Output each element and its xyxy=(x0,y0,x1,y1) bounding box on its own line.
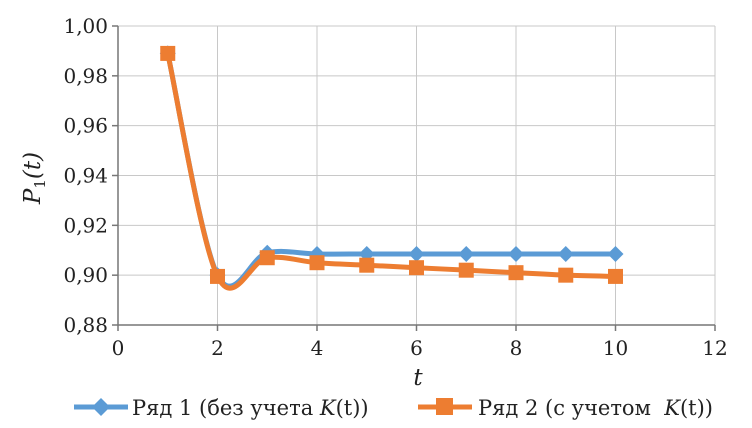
y-axis-label: P1(t) xyxy=(20,152,49,205)
legend: Ряд 1 (без учета K(t)) Ряд 2 (с учетом K… xyxy=(74,396,713,420)
series-2-point xyxy=(458,262,474,278)
x-tick-label: 12 xyxy=(702,336,727,360)
svg-text:Ряд 1 (без учета K(t)): Ряд 1 (без учета K(t)) xyxy=(132,396,369,420)
series-1-point xyxy=(557,245,574,262)
series-1-point xyxy=(458,245,475,262)
y-tick-label: 0,92 xyxy=(63,213,108,237)
series-2-point xyxy=(259,250,275,266)
x-axis-label: t xyxy=(413,365,423,391)
x-tick-label: 4 xyxy=(311,336,324,360)
series-2-point xyxy=(210,268,225,284)
y-tick-label: 1,00 xyxy=(63,14,108,38)
y-tick-label: 0,88 xyxy=(63,313,108,337)
legend-item-series-1[interactable]: Ряд 1 (без учета K(t)) xyxy=(74,396,369,420)
series-2-point xyxy=(359,257,375,273)
series-group xyxy=(159,45,624,291)
series-2-point xyxy=(608,268,623,284)
legend-label-1: Ряд 1 (без учета xyxy=(132,396,320,420)
grid xyxy=(118,25,716,325)
x-tick-label: 0 xyxy=(112,336,125,360)
square-marker-icon xyxy=(436,398,453,415)
series-2-point xyxy=(409,260,424,276)
legend-label-2: Ряд 2 (с учетом xyxy=(478,396,664,420)
series-2-point xyxy=(309,255,325,271)
y-axis-label-tail: (t) xyxy=(20,152,46,179)
legend-suffix-1: (t)) xyxy=(336,396,369,420)
series-2-point xyxy=(508,265,524,281)
svg-text:Ряд 2 (с учетом K(t)): Ряд 2 (с учетом K(t)) xyxy=(478,396,713,420)
x-tick-label: 6 xyxy=(410,336,423,360)
y-tick-label: 0,98 xyxy=(63,64,108,88)
y-axis-label-main: P xyxy=(20,188,46,205)
series-2-point xyxy=(160,45,176,61)
series-1-point xyxy=(508,245,524,262)
legend-suffix-2: (t)) xyxy=(680,396,713,420)
series-1-point xyxy=(607,245,624,262)
axes: 0 2 4 6 8 10 12 0,88 0,90 0,92 0,94 0,96 0,98 1,00 xyxy=(63,14,727,360)
svg-text:P1(t): P1(t) xyxy=(20,152,49,205)
series-1-line xyxy=(165,52,616,289)
y-tick-label: 0,94 xyxy=(63,164,108,188)
x-tick-label: 8 xyxy=(510,336,523,360)
diamond-marker-icon xyxy=(92,398,110,416)
legend-item-series-2[interactable]: Ряд 2 (с учетом K(t)) xyxy=(418,396,713,420)
y-tick-label: 0,96 xyxy=(63,114,108,138)
x-tick-label: 2 xyxy=(211,336,224,360)
y-axis-label-sub: 1 xyxy=(31,179,49,189)
series-1-point xyxy=(408,245,425,262)
y-tick-label: 0,90 xyxy=(63,263,108,287)
legend-k-1: K xyxy=(319,396,337,420)
legend-k-2: K xyxy=(663,396,681,420)
series-2-point xyxy=(558,267,574,283)
x-tick-label: 10 xyxy=(603,336,628,360)
